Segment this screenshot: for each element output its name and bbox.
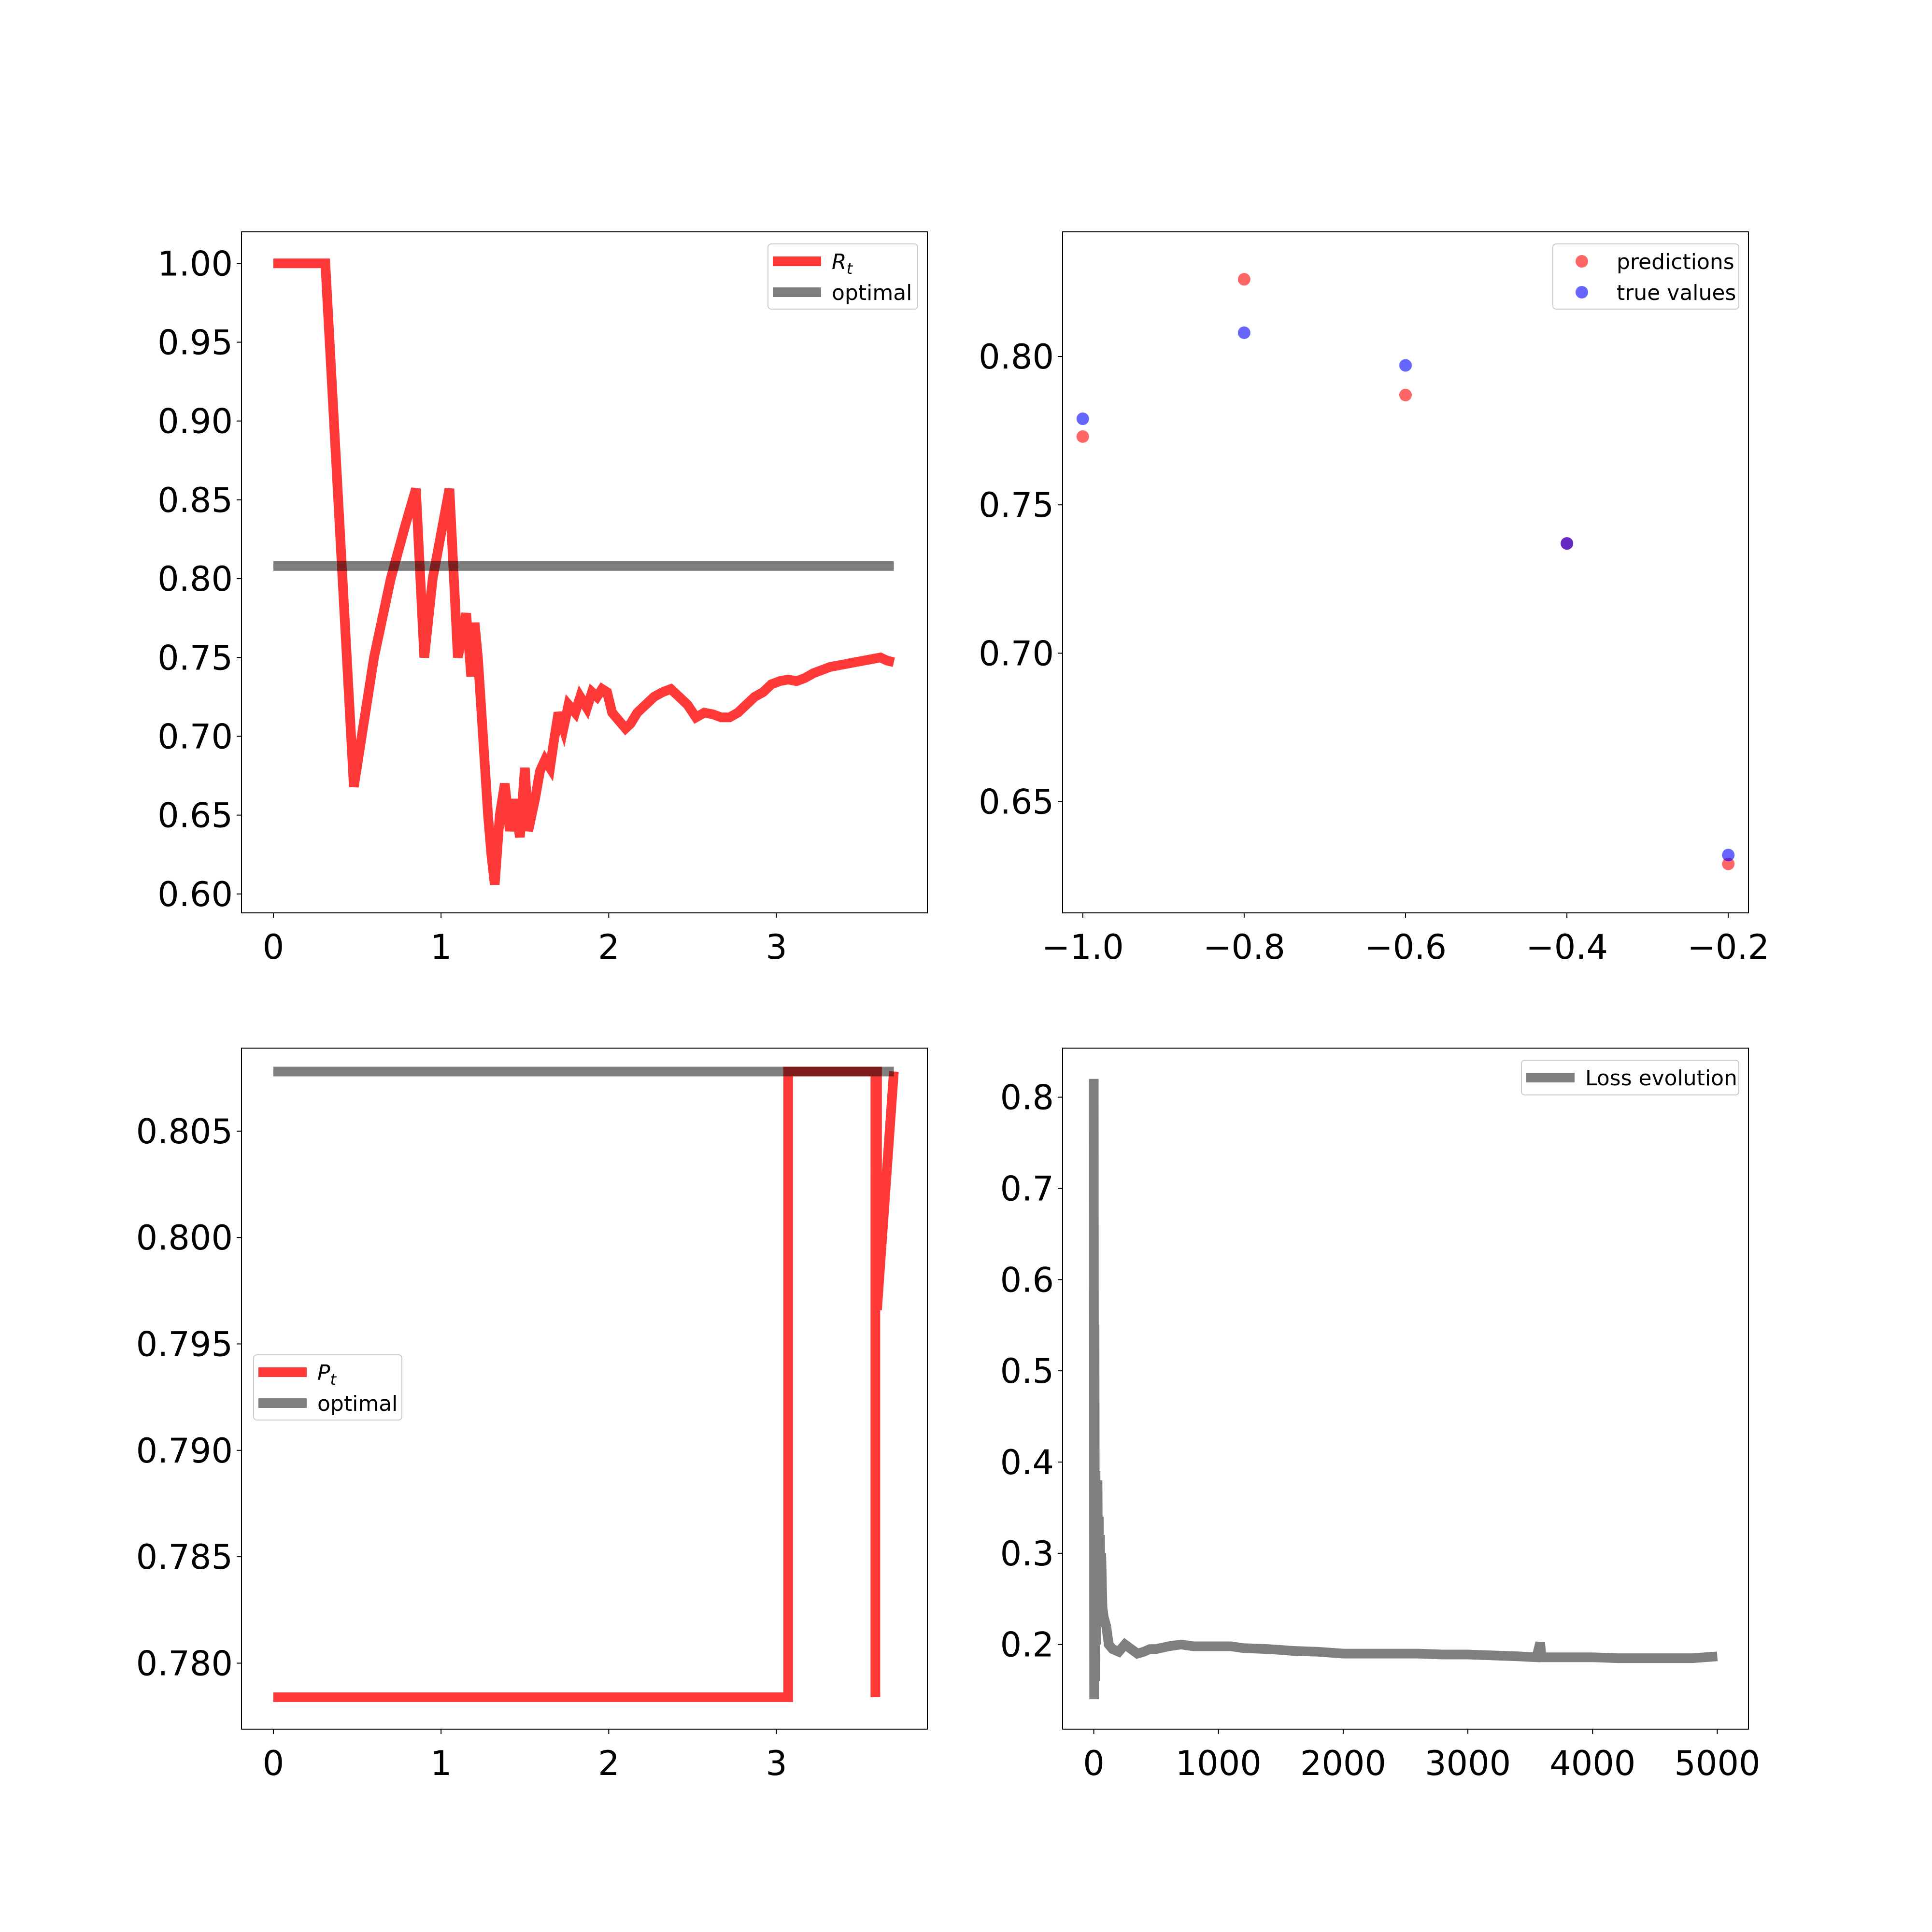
plot-area-pt xyxy=(273,1066,899,1702)
legend-label-subscript: t xyxy=(330,1370,337,1389)
y-tick-label: 0.795 xyxy=(136,1324,233,1364)
x-tick-label: 1000 xyxy=(1176,1744,1262,1783)
scatter-point-pred-1-1 xyxy=(1237,326,1250,339)
y-tick-label: 0.80 xyxy=(979,337,1054,377)
y-tick-label: 0.780 xyxy=(136,1644,233,1683)
chart-panel-pred: −1.0 −0.8 −0.6 −0.4 −0.2 0.65 0.70 0.75 0.80 pred… xyxy=(979,231,1769,967)
axes-frame xyxy=(1062,231,1749,913)
scatter-point-pred-1-3 xyxy=(1561,537,1574,550)
chart-panel-pt: 0 1 2 3 0.780 0.785 0.790 0.795 0.800 0.805 Pt opti… xyxy=(136,1048,928,1783)
x-tick-label: 1 xyxy=(430,927,452,967)
legend-label: optimal xyxy=(317,1392,398,1416)
y-tick-label: 0.805 xyxy=(136,1112,233,1151)
y-tick-label: 1.00 xyxy=(157,244,233,284)
legend-marker-swatch xyxy=(1576,286,1588,298)
y-tick-label: 0.785 xyxy=(136,1537,233,1577)
scatter-point-pred-0-1 xyxy=(1237,273,1250,286)
legend-label: predictions xyxy=(1617,250,1734,274)
x-tick-label: 4000 xyxy=(1549,1744,1635,1783)
y-tick-label: 0.60 xyxy=(157,875,233,914)
y-tick-label: 0.75 xyxy=(157,638,233,678)
legend-label: Rt xyxy=(832,250,853,278)
legend-box xyxy=(1521,1060,1739,1095)
x-tick-label: 1 xyxy=(430,1744,452,1783)
legend-label: true values xyxy=(1617,281,1736,305)
y-tick-label: 0.65 xyxy=(979,782,1054,822)
legend-label-main: P xyxy=(317,1361,330,1385)
x-tick-label: −0.8 xyxy=(1203,927,1285,967)
y-tick-label: 0.3 xyxy=(1000,1534,1054,1574)
plot-area-pred xyxy=(1076,273,1735,870)
scatter-point-pred-0-0 xyxy=(1076,430,1089,443)
x-tick-label: 2 xyxy=(598,927,620,967)
y-tick-label: 0.65 xyxy=(157,796,233,836)
y-tick-label: 0.70 xyxy=(157,717,233,756)
x-tick-label: −0.6 xyxy=(1364,927,1447,967)
y-tick-label: 0.70 xyxy=(979,634,1054,673)
axes-frame xyxy=(241,231,928,913)
legend-label: Pt xyxy=(317,1361,337,1389)
y-tick-label: 0.95 xyxy=(157,323,233,362)
y-tick-label: 0.90 xyxy=(157,402,233,441)
axes-frame xyxy=(241,1048,928,1730)
scatter-point-pred-1-2 xyxy=(1399,359,1412,372)
x-tick-label: 3000 xyxy=(1425,1744,1511,1783)
x-tick-label: 5000 xyxy=(1674,1744,1760,1783)
x-tick-label: 2000 xyxy=(1300,1744,1386,1783)
legend: predictions true values xyxy=(1552,243,1739,310)
x-tick-label: 0 xyxy=(263,1744,284,1783)
plot-area-loss xyxy=(1089,1079,1718,1700)
x-tick-label: 2 xyxy=(598,1744,620,1783)
x-tick-label: 0 xyxy=(1083,1744,1105,1783)
chart-panel-loss: 0 1000 2000 3000 4000 5000 0.2 0.3 0.4 0.5 0.6 0.7 0… xyxy=(1000,1048,1761,1783)
x-tick-label: −0.2 xyxy=(1687,927,1769,967)
y-tick-label: 0.6 xyxy=(1000,1260,1054,1300)
y-tick-label: 0.7 xyxy=(1000,1169,1054,1208)
scatter-point-pred-1-4 xyxy=(1722,849,1735,862)
chart-panel-rt: 0 1 2 3 0.60 0.65 0.70 0.75 0.80 0.85 0.90 0.95 1.00… xyxy=(157,231,928,967)
y-tick-label: 0.790 xyxy=(136,1431,233,1471)
y-tick-label: 0.2 xyxy=(1000,1625,1054,1665)
legend-box xyxy=(1552,243,1739,310)
axes-frame xyxy=(1062,1048,1749,1730)
legend-label: optimal xyxy=(832,281,912,305)
y-tick-label: 0.8 xyxy=(1000,1078,1054,1118)
legend: Rt optimal xyxy=(767,243,918,310)
x-tick-label: 3 xyxy=(766,927,787,967)
y-tick-label: 0.80 xyxy=(157,559,233,599)
scatter-point-pred-0-2 xyxy=(1399,388,1412,401)
y-tick-label: 0.4 xyxy=(1000,1443,1054,1482)
legend-marker-swatch xyxy=(1576,255,1588,268)
y-tick-label: 0.5 xyxy=(1000,1351,1054,1391)
series-line-pt-0 xyxy=(273,1066,899,1702)
legend-label-subscript: t xyxy=(847,259,853,278)
legend: Loss evolution xyxy=(1521,1060,1739,1095)
scatter-point-pred-1-0 xyxy=(1076,412,1089,426)
scatter-point-pred-0-4 xyxy=(1722,857,1735,870)
legend-label-main: R xyxy=(832,250,847,274)
x-tick-label: 3 xyxy=(766,1744,787,1783)
y-tick-label: 0.75 xyxy=(979,485,1054,525)
x-tick-label: −1.0 xyxy=(1042,927,1124,967)
y-tick-label: 0.85 xyxy=(157,481,233,520)
series-line-rt-0 xyxy=(273,258,895,885)
y-tick-label: 0.800 xyxy=(136,1218,233,1258)
plot-area-rt xyxy=(273,258,895,885)
legend: Pt optimal xyxy=(253,1354,402,1421)
series-line-loss-0 xyxy=(1089,1079,1718,1700)
x-tick-label: 0 xyxy=(263,927,284,967)
x-tick-label: −0.4 xyxy=(1526,927,1608,967)
legend-label: Loss evolution xyxy=(1585,1066,1737,1091)
